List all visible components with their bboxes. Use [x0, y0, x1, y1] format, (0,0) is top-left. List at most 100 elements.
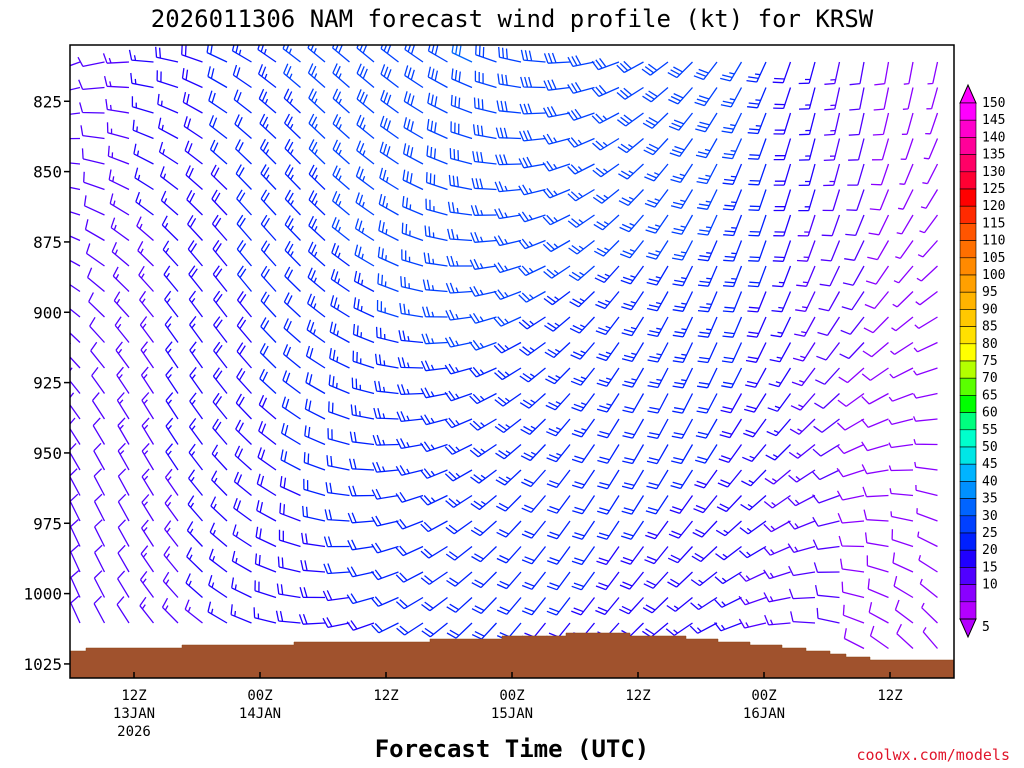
wind-barb	[380, 45, 399, 63]
credit-link[interactable]: coolwx.com/models	[856, 746, 1010, 764]
wind-barb	[903, 61, 914, 85]
wind-barb	[567, 55, 595, 68]
wind-barb	[258, 88, 277, 114]
wind-barb	[471, 178, 497, 191]
wind-barb	[70, 86, 81, 91]
colorbar-label: 110	[982, 234, 1005, 249]
wind-barb	[70, 570, 81, 598]
wind-barb	[304, 425, 326, 446]
wind-barb	[426, 119, 448, 140]
wind-barb	[888, 465, 914, 472]
wind-barb	[672, 265, 694, 287]
wind-barb	[747, 112, 767, 135]
wind-barb	[616, 86, 644, 100]
wind-barb	[722, 138, 743, 160]
colorbar-label: 50	[982, 440, 998, 455]
wind-barb	[817, 316, 841, 337]
wind-barb	[888, 442, 914, 449]
wind-barb	[840, 316, 865, 335]
terrain-surface	[70, 632, 954, 678]
wind-barb	[182, 91, 203, 114]
wind-barb	[236, 291, 253, 318]
wind-barb	[114, 316, 130, 343]
wind-barb	[520, 444, 546, 462]
wind-barb	[738, 545, 767, 559]
wind-barb	[212, 367, 228, 394]
wind-barb	[543, 265, 571, 279]
wind-barb	[278, 529, 301, 548]
colorbar-bottom-arrow	[959, 618, 977, 639]
wind-barb	[181, 45, 203, 63]
wind-barb	[692, 520, 718, 538]
colorbar-cell	[959, 584, 977, 603]
colorbar-cell	[959, 601, 977, 620]
wind-barb	[141, 417, 155, 445]
wind-barb	[257, 45, 277, 63]
wind-barb	[790, 393, 816, 411]
wind-barb	[671, 418, 694, 439]
wind-barb	[70, 342, 81, 369]
wind-barb	[77, 56, 105, 68]
wind-barb	[901, 112, 914, 135]
wind-barb	[518, 238, 546, 250]
wind-barb	[569, 291, 595, 308]
wind-barb	[621, 342, 645, 363]
wind-barb	[848, 138, 865, 161]
x-tick-label: 16JAN	[743, 706, 785, 722]
x-tick-label: 13JAN	[113, 706, 155, 722]
wind-barb	[812, 443, 840, 457]
wind-barb	[690, 571, 718, 587]
wind-barb	[772, 265, 792, 288]
wind-barb	[768, 367, 792, 388]
wind-barb	[917, 240, 938, 258]
wind-barb	[773, 87, 792, 110]
wind-barb	[421, 333, 448, 345]
wind-barb	[494, 367, 522, 381]
wind-barb	[420, 520, 448, 533]
wind-barb	[921, 602, 938, 624]
chart-title: 2026011306 NAM forecast wind profile (kt…	[151, 5, 874, 33]
wind-barb	[139, 596, 155, 624]
wind-barb	[323, 563, 350, 575]
wind-barb	[283, 88, 301, 114]
wind-barb	[208, 575, 228, 599]
wind-barb	[307, 267, 326, 292]
wind-barb	[862, 486, 889, 498]
wind-barb	[355, 192, 375, 216]
colorbar-cell	[959, 360, 977, 379]
wind-barb	[646, 444, 669, 465]
colorbar-label: 150	[982, 96, 1005, 111]
wind-barb	[521, 469, 546, 488]
wind-barb	[596, 367, 620, 387]
colorbar-cell	[959, 137, 977, 155]
wind-barb	[545, 367, 571, 385]
wind-barb	[591, 112, 620, 124]
wind-barb	[697, 240, 718, 262]
wind-barb	[445, 520, 473, 535]
wind-barb	[846, 189, 865, 211]
wind-barb	[642, 112, 669, 129]
wind-barb	[396, 411, 424, 423]
wind-barb	[521, 495, 546, 513]
wind-barb	[519, 367, 546, 383]
wind-barb	[772, 61, 792, 84]
wind-barb	[896, 214, 914, 235]
wind-barb	[546, 546, 571, 565]
wind-barb	[305, 372, 326, 395]
wind-barb	[861, 392, 889, 405]
wind-barb	[594, 265, 620, 283]
wind-barb	[720, 393, 743, 414]
x-axis: 12Z 13JAN 2026 00Z 14JAN 12Z 00Z 15JAN 12Z 00Z 16J…	[113, 672, 903, 740]
wind-barb	[159, 166, 179, 191]
wind-barb	[372, 461, 399, 473]
wind-barb	[183, 116, 203, 140]
wind-barb	[236, 189, 252, 216]
wind-barb	[571, 418, 596, 438]
wind-barb	[864, 532, 889, 548]
wind-barb	[110, 217, 130, 242]
wind-barb	[567, 108, 595, 121]
wind-barb	[164, 520, 179, 547]
wind-barb	[284, 113, 301, 139]
wind-barb	[235, 139, 252, 165]
wind-barb	[184, 140, 203, 165]
